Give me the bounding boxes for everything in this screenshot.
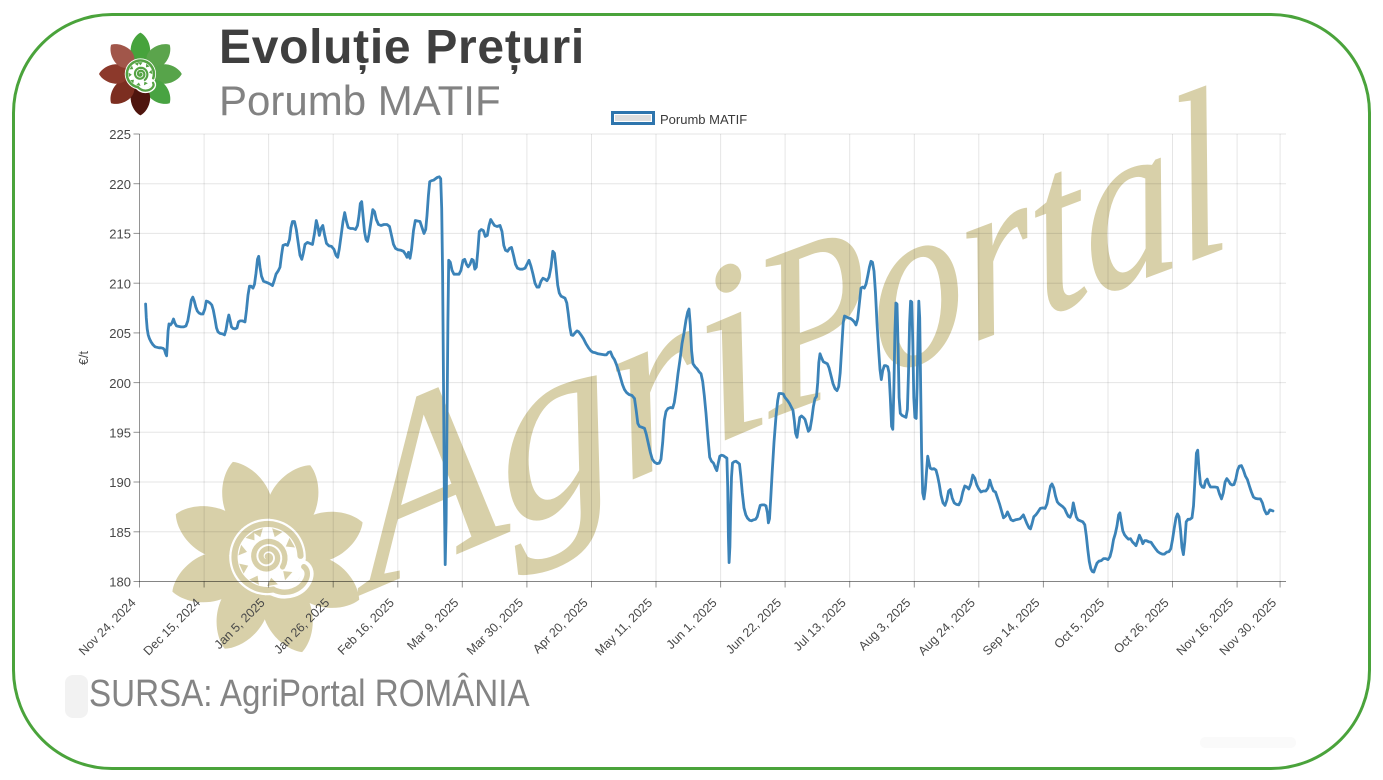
svg-text:Jun 1, 2025: Jun 1, 2025 [664, 596, 720, 652]
svg-text:180: 180 [109, 575, 131, 590]
svg-text:Mar 30, 2025: Mar 30, 2025 [464, 596, 526, 658]
svg-text:Sep 14, 2025: Sep 14, 2025 [980, 596, 1043, 659]
svg-text:May 11, 2025: May 11, 2025 [592, 596, 655, 659]
svg-text:215: 215 [109, 227, 131, 242]
svg-text:€/t: €/t [77, 351, 91, 365]
svg-text:205: 205 [109, 326, 131, 341]
svg-text:Apr 20, 2025: Apr 20, 2025 [530, 596, 591, 657]
svg-text:Oct 5, 2025: Oct 5, 2025 [1052, 596, 1108, 652]
svg-text:185: 185 [109, 525, 131, 540]
svg-text:Oct 26, 2025: Oct 26, 2025 [1111, 596, 1172, 657]
svg-text:Nov 24, 2024: Nov 24, 2024 [76, 596, 139, 659]
svg-text:195: 195 [109, 426, 131, 441]
svg-text:210: 210 [109, 276, 131, 291]
svg-text:Jun 22, 2025: Jun 22, 2025 [723, 596, 784, 657]
svg-text:220: 220 [109, 177, 131, 192]
svg-text:190: 190 [109, 475, 131, 490]
svg-text:Aug 3, 2025: Aug 3, 2025 [856, 596, 914, 654]
svg-text:225: 225 [109, 127, 131, 142]
svg-text:Dec 15, 2024: Dec 15, 2024 [141, 596, 204, 659]
svg-text:200: 200 [109, 376, 131, 391]
svg-text:Aug 24, 2025: Aug 24, 2025 [915, 596, 978, 659]
svg-text:Jul 13, 2025: Jul 13, 2025 [791, 596, 849, 654]
